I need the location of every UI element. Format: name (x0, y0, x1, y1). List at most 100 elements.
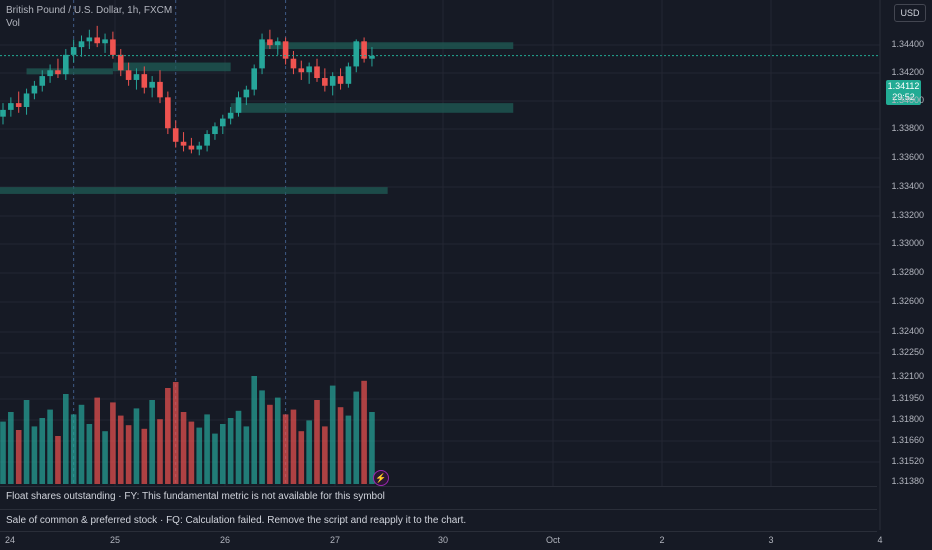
volume-bar (353, 391, 360, 484)
volume-bar (361, 380, 367, 484)
volume-bar (306, 420, 312, 484)
volume-bar (110, 402, 116, 484)
current-price-value: 1.34112 (887, 81, 920, 91)
zone-rectangle (26, 68, 113, 75)
volume-bar (204, 414, 210, 484)
candle-body (353, 41, 360, 67)
volume-bar (337, 407, 344, 484)
price-axis-label: 1.33800 (891, 123, 924, 133)
candle-body (86, 37, 93, 42)
candle-body (235, 97, 242, 113)
candle-body (220, 118, 226, 127)
price-axis-label: 1.32600 (891, 296, 924, 306)
volume-bar (212, 433, 218, 484)
price-axis-label: 1.34200 (891, 67, 924, 77)
price-axis-label: 1.32800 (891, 267, 924, 277)
volume-bar (290, 409, 297, 484)
time-axis-label: 26 (219, 535, 231, 545)
price-axis-label: 1.32100 (891, 371, 924, 381)
price-axis-label: 1.31950 (891, 393, 924, 403)
volume-bar (259, 390, 265, 484)
volume-indicator-label[interactable]: Vol (6, 18, 20, 29)
candle-body (282, 41, 289, 59)
volume-bar (86, 424, 93, 484)
message-separator-top (0, 486, 877, 487)
volume-bar (15, 430, 22, 484)
volume-bar (172, 382, 179, 484)
indicator-error-message: Sale of common & preferred stock · FQ: C… (6, 515, 467, 526)
candle-body (243, 89, 250, 98)
candle-body (345, 66, 352, 84)
volume-bar (94, 397, 100, 484)
price-axis-label: 1.34400 (891, 39, 924, 49)
volume-bar (8, 412, 14, 484)
candle-body (47, 70, 53, 77)
volume-bar (298, 431, 305, 484)
time-axis-label: 30 (437, 535, 449, 545)
chart-grid (0, 0, 881, 486)
volume-bar (31, 426, 38, 484)
volume-bar (117, 415, 124, 484)
candle-body (337, 76, 344, 84)
zone-rectangle (112, 62, 231, 72)
current-price-tag: 1.34112 29:52 (886, 80, 921, 105)
candle-body (117, 54, 124, 71)
time-axis-label: 25 (109, 535, 121, 545)
candle-body (204, 134, 210, 146)
volume-bar (149, 400, 155, 484)
candle-body (102, 39, 108, 44)
candle-body (180, 141, 187, 146)
candle-body (133, 74, 140, 80)
supply-demand-zones (0, 42, 514, 194)
chart-title[interactable]: British Pound / U.S. Dollar, 1h, FXCM (6, 5, 173, 16)
volume-bar (55, 436, 61, 484)
candle-body (31, 85, 38, 94)
candle-body (110, 39, 116, 55)
candle-body (125, 70, 132, 80)
volume-bar (345, 415, 352, 484)
volume-bar (267, 404, 273, 484)
volume-bars (0, 376, 375, 484)
candle-body (23, 93, 30, 107)
volume-bar (180, 412, 187, 484)
candle-body (251, 68, 257, 90)
volume-bar (78, 404, 85, 484)
price-axis-label: 1.32250 (891, 347, 924, 357)
price-axis-label: 1.33200 (891, 210, 924, 220)
lightning-icon[interactable]: ⚡ (373, 470, 389, 486)
candle-body (39, 76, 46, 86)
candle-body (227, 112, 234, 119)
candle-body (259, 39, 265, 69)
candle-body (63, 54, 69, 75)
volume-bar (220, 424, 226, 484)
candle-body (165, 97, 171, 129)
time-axis-label: 3 (768, 535, 774, 545)
price-axis-label: 1.33400 (891, 181, 924, 191)
price-axis-label: 1.32400 (891, 326, 924, 336)
time-axis-label: 4 (877, 535, 883, 545)
time-axis-label: 2 (659, 535, 665, 545)
volume-bar (282, 414, 289, 484)
currency-button[interactable]: USD (894, 4, 926, 22)
message-separator-middle (0, 509, 877, 510)
volume-bar (274, 397, 281, 484)
candle-body (306, 66, 312, 73)
volume-bar (125, 425, 132, 484)
zone-rectangle (0, 187, 388, 194)
bar-countdown: 29:52 (892, 92, 915, 102)
candle-body (267, 39, 273, 46)
volume-bar (102, 431, 108, 484)
volume-bar (235, 410, 242, 484)
volume-bar (157, 419, 163, 484)
candle-body (329, 76, 336, 86)
volume-bar (141, 428, 148, 484)
volume-bar (227, 418, 234, 484)
message-separator-bottom (0, 531, 877, 532)
volume-bar (188, 421, 195, 484)
volume-bar (322, 426, 328, 484)
price-axis-label: 1.31380 (891, 476, 924, 486)
candle-body (212, 126, 218, 135)
candle-body (15, 103, 22, 107)
candle-body (298, 68, 305, 73)
